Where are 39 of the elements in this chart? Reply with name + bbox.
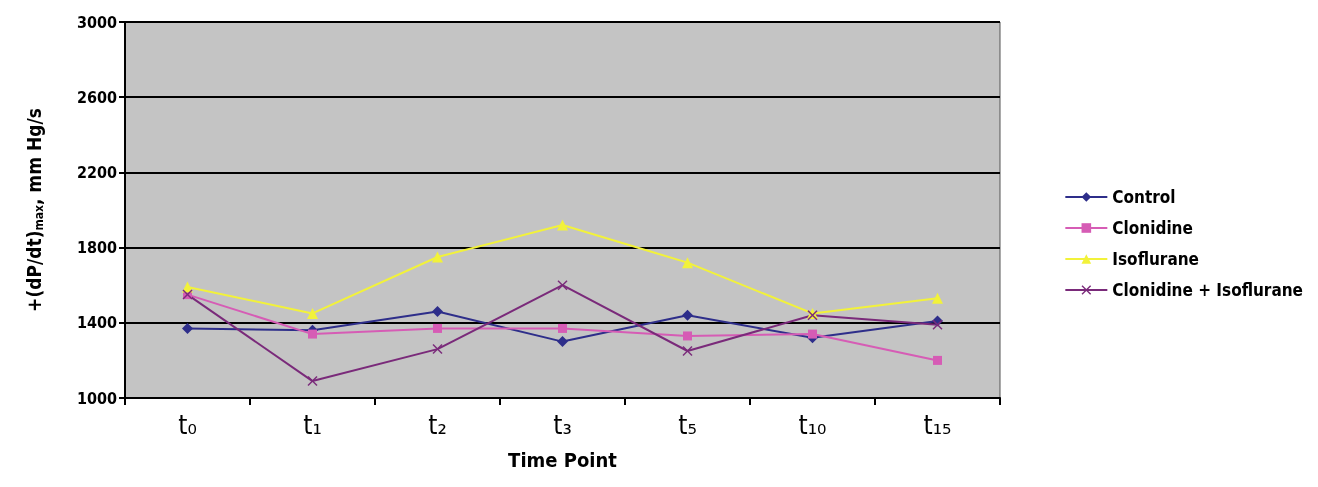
x-axis-title: Time Point	[508, 448, 618, 472]
legend-label: Control	[1112, 187, 1176, 207]
y-tick-label: 1800	[76, 238, 117, 258]
y-tick-label: 2600	[76, 87, 117, 107]
y-tick-label: 2200	[76, 162, 117, 182]
point	[307, 376, 318, 387]
x-tick-label: t₅	[678, 410, 697, 440]
point	[557, 219, 568, 231]
y-axis-title: +(dP/dt)max, mm Hg/s	[23, 108, 46, 312]
point	[557, 280, 568, 291]
y-tick-label: 3000	[76, 12, 117, 32]
legend-label: Clonidine	[1112, 218, 1193, 238]
y-tick-label: 1400	[76, 313, 117, 333]
point	[432, 306, 443, 318]
point	[182, 322, 193, 334]
point	[307, 307, 318, 319]
x-tick-label: t₁₀	[798, 410, 827, 440]
x-tick-label: t₂	[428, 410, 447, 440]
y-tick-label: 1000	[76, 388, 117, 408]
x-tick-label: t₁	[303, 410, 322, 440]
legend-label: Clonidine + Isoflurane	[1112, 280, 1303, 300]
point	[433, 323, 442, 333]
point	[682, 346, 693, 356]
point	[808, 329, 817, 339]
point	[682, 309, 693, 321]
legend-label: Isoflurane	[1112, 249, 1199, 269]
point	[558, 323, 567, 333]
point	[308, 329, 317, 339]
point	[432, 251, 443, 263]
point	[682, 257, 693, 269]
x-tick-label: t₀	[178, 410, 197, 440]
point	[557, 336, 568, 348]
x-tick-label: t₁₅	[923, 410, 952, 440]
x-tick-label: t₃	[553, 410, 572, 440]
point	[932, 292, 943, 304]
point	[932, 319, 943, 330]
point	[432, 344, 443, 355]
point	[933, 355, 942, 365]
point	[683, 331, 692, 341]
